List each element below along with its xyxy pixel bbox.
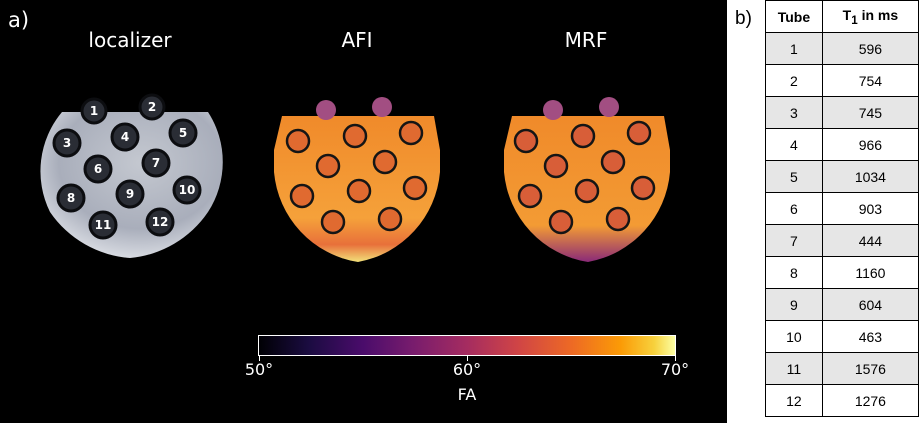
table-row: 3 745: [765, 96, 920, 129]
localizer-tube-2: [138, 93, 166, 121]
colorbar: [258, 335, 676, 356]
table-row: 4 966: [765, 128, 920, 161]
localizer-tubes: [52, 93, 202, 240]
t1-header-rest: in ms: [857, 6, 899, 23]
localizer-title: localizer: [88, 28, 172, 52]
panel-b-label: b): [735, 8, 752, 29]
table-header-row: Tube T1 in ms: [765, 0, 920, 33]
tube-number-1: 1: [90, 104, 98, 118]
tube-number-3: 3: [63, 136, 71, 150]
colorbar-tick-label-60: 60°: [452, 360, 482, 379]
localizer-tube-12: [145, 207, 175, 237]
localizer-tube-4: [110, 122, 140, 152]
table-row: 8 1160: [765, 256, 920, 289]
mrf-map: [504, 97, 670, 262]
table-row: 11 1576: [765, 352, 920, 385]
table-row: 2 754: [765, 64, 920, 97]
t1-header-sub: 1: [851, 13, 858, 27]
tube-cell: 8: [765, 256, 823, 289]
afi-title: AFI: [341, 28, 373, 52]
t1-header-main: T: [842, 6, 852, 23]
localizer-tube-1: [80, 97, 108, 125]
colorbar-tick-70: [675, 356, 676, 361]
table-row: 6 903: [765, 192, 920, 225]
colorbar-label: FA: [457, 385, 477, 404]
table-row: 5 1034: [765, 160, 920, 193]
localizer-tube-9: [115, 179, 145, 209]
tube-cell: 10: [765, 320, 823, 353]
tube-cell: 11: [765, 352, 823, 385]
tube-cell: 4: [765, 128, 823, 161]
tube-cell: 9: [765, 288, 823, 321]
localizer-tube-3: [52, 128, 82, 158]
t1-table-body: 1 596 2 754 3 745 4 966 5 1034 6 903 7 444 8 1160 9 604 10…: [765, 32, 920, 417]
t1-cell: 596: [821, 32, 920, 65]
tube-cell: 12: [765, 384, 823, 417]
localizer-tube-7: [141, 148, 171, 178]
tube-number-2: 2: [148, 100, 156, 114]
tube-number-8: 8: [67, 191, 75, 205]
t1-cell: 1034: [821, 160, 920, 193]
tube-number-12: 12: [152, 215, 169, 229]
table-row: 1 596: [765, 32, 920, 65]
t1-column-header: T1 in ms: [821, 0, 920, 33]
colorbar-tick-label-70: 70°: [660, 360, 690, 379]
localizer-tube-10: [172, 175, 202, 205]
t1-cell: 1276: [821, 384, 920, 417]
t1-cell: 745: [821, 96, 920, 129]
tube-number-4: 4: [121, 130, 129, 144]
tube-number-7: 7: [152, 156, 160, 170]
tube-cell: 7: [765, 224, 823, 257]
tube-cell: 6: [765, 192, 823, 225]
phantom-images: 1 2 3 4 5 6 7 8 9 10 11 12: [40, 93, 670, 262]
t1-cell: 754: [821, 64, 920, 97]
t1-cell: 1160: [821, 256, 920, 289]
tube-number-11: 11: [95, 218, 112, 232]
localizer-tube-5: [168, 118, 198, 148]
t1-cell: 966: [821, 128, 920, 161]
t1-table: Tube T1 in ms 1 596 2 754 3 745 4 966 5 1034 6 903 7…: [765, 0, 920, 417]
tube-cell: 2: [765, 64, 823, 97]
mrf-title: MRF: [564, 28, 608, 52]
localizer-tube-6: [83, 154, 113, 184]
t1-cell: 444: [821, 224, 920, 257]
colorbar-tick-label-50: 50°: [244, 360, 274, 379]
tube-number-6: 6: [94, 162, 102, 176]
colorbar-tick-60: [467, 356, 468, 361]
tube-cell: 5: [765, 160, 823, 193]
tube-column-header: Tube: [765, 0, 823, 33]
localizer-tube-11: [88, 210, 118, 240]
afi-map: [274, 97, 440, 262]
tube-number-5: 5: [179, 126, 187, 140]
tube-cell: 1: [765, 32, 823, 65]
t1-cell: 463: [821, 320, 920, 353]
t1-cell: 604: [821, 288, 920, 321]
t1-cell: 1576: [821, 352, 920, 385]
table-row: 9 604: [765, 288, 920, 321]
t1-cell: 903: [821, 192, 920, 225]
panel-a-label: a): [8, 8, 30, 32]
table-row: 7 444: [765, 224, 920, 257]
localizer-tube-8: [56, 183, 86, 213]
localizer-image: 1 2 3 4 5 6 7 8 9 10 11 12: [40, 93, 223, 258]
colorbar-tick-50: [259, 356, 260, 361]
panel-a: a) localizer AFI MRF: [0, 0, 727, 423]
tube-number-10: 10: [179, 183, 196, 197]
tube-cell: 3: [765, 96, 823, 129]
table-row: 12 1276: [765, 384, 920, 417]
tube-number-9: 9: [126, 187, 134, 201]
table-row: 10 463: [765, 320, 920, 353]
